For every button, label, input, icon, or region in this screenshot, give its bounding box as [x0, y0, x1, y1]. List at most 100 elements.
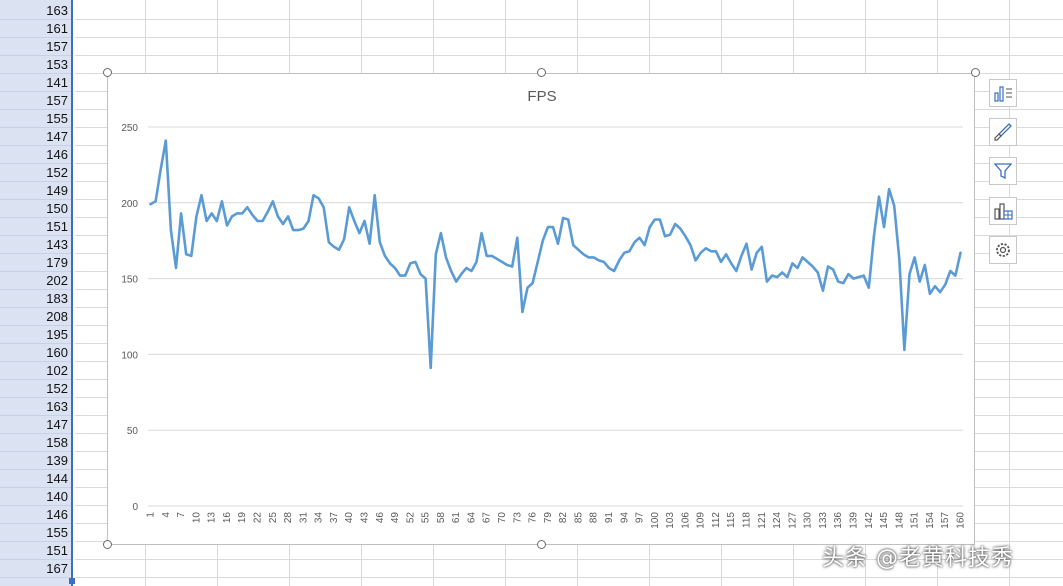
x-tick-label: 34 — [314, 512, 325, 524]
fps-line-chart[interactable]: FPS 0 50 100 150 200 250 1 4 7 10 13 16 19 22 25 28 31 34… — [107, 73, 975, 545]
x-tick-label: 22 — [253, 512, 264, 524]
x-tick-label: 73 — [512, 512, 523, 524]
x-tick-label: 67 — [482, 512, 493, 524]
chart-styles-button[interactable] — [989, 118, 1017, 146]
column-a-cell[interactable]: 155 — [0, 524, 71, 542]
x-tick-label: 160 — [955, 512, 966, 529]
chart-settings-button[interactable] — [989, 236, 1017, 264]
x-tick-label: 37 — [329, 512, 340, 524]
x-tick-label: 43 — [359, 512, 370, 524]
chart-elements-button[interactable] — [989, 79, 1017, 107]
x-tick-label: 100 — [650, 512, 661, 529]
grid-row-line — [75, 19, 1063, 20]
x-tick-label: 91 — [604, 512, 615, 524]
column-a-cell[interactable]: 151 — [0, 218, 71, 236]
x-tick-label: 49 — [390, 512, 401, 524]
resize-handle-bottom-left[interactable] — [103, 540, 112, 549]
column-a-cell[interactable]: 158 — [0, 434, 71, 452]
column-a-cell[interactable]: 152 — [0, 164, 71, 182]
chart-filters-funnel-icon — [993, 163, 1013, 180]
column-a-cell[interactable]: 144 — [0, 470, 71, 488]
column-a-cell[interactable]: 208 — [0, 308, 71, 326]
x-tick-label: 130 — [803, 512, 814, 529]
column-a-cell[interactable]: 155 — [0, 110, 71, 128]
x-tick-label: 13 — [207, 512, 218, 524]
column-a-cell[interactable]: 143 — [0, 236, 71, 254]
y-tick-label: 200 — [121, 199, 138, 210]
column-a-cell[interactable]: 157 — [0, 92, 71, 110]
column-a-cell[interactable]: 147 — [0, 128, 71, 146]
grid-row-line — [75, 577, 1063, 578]
column-a-cell[interactable]: 146 — [0, 146, 71, 164]
column-a-cell[interactable]: 152 — [0, 380, 71, 398]
x-tick-label: 142 — [864, 512, 875, 529]
resize-handle-top-right[interactable] — [971, 68, 980, 77]
column-a-cell[interactable]: 157 — [0, 38, 71, 56]
x-tick-label: 46 — [375, 512, 386, 524]
x-tick-label: 121 — [757, 512, 768, 529]
y-tick-label: 150 — [121, 275, 138, 286]
column-a-cell[interactable]: 141 — [0, 74, 71, 92]
column-a-cell[interactable]: 183 — [0, 290, 71, 308]
grid-row-line — [75, 37, 1063, 38]
settings-gear-icon — [996, 243, 1010, 257]
x-tick-label: 136 — [833, 512, 844, 529]
column-a-cell[interactable]: 195 — [0, 326, 71, 344]
column-a-cell[interactable]: 140 — [0, 488, 71, 506]
chart-layout-icon — [994, 203, 1013, 220]
x-tick-label: 106 — [680, 512, 691, 529]
chart-title[interactable]: FPS — [527, 88, 557, 105]
column-a-cell[interactable]: 149 — [0, 182, 71, 200]
x-tick-label: 94 — [619, 512, 630, 524]
column-a-cell[interactable]: 160 — [0, 344, 71, 362]
column-a-cell[interactable]: 150 — [0, 200, 71, 218]
column-a-cell[interactable]: 163 — [0, 398, 71, 416]
x-tick-label: 139 — [848, 512, 859, 529]
x-tick-label: 28 — [283, 512, 294, 524]
x-tick-label: 82 — [558, 512, 569, 524]
y-tick-label: 50 — [127, 426, 139, 437]
watermark-text: 头条 @老黄科技秀 — [822, 546, 1014, 571]
grid-row-line — [75, 55, 1063, 56]
resize-handle-top-center[interactable] — [537, 68, 546, 77]
resize-handle-bottom-center[interactable] — [537, 540, 546, 549]
x-tick-label: 76 — [528, 512, 539, 524]
x-tick-label: 154 — [925, 512, 936, 529]
chart-layout-button[interactable] — [989, 197, 1017, 225]
chart-filters-button[interactable] — [989, 157, 1017, 185]
x-tick-label: 40 — [344, 512, 355, 524]
column-a-cell[interactable]: 161 — [0, 20, 71, 38]
x-tick-label: 109 — [696, 512, 707, 529]
column-a-cell[interactable]: 139 — [0, 452, 71, 470]
column-a-cell[interactable]: 146 — [0, 506, 71, 524]
column-a-cell[interactable]: 202 — [0, 272, 71, 290]
x-tick-label: 25 — [268, 512, 279, 524]
column-a-cell[interactable]: 147 — [0, 416, 71, 434]
series-line-fps — [149, 139, 962, 370]
x-tick-label: 4 — [161, 512, 172, 518]
column-a-cell[interactable]: 167 — [0, 560, 71, 578]
x-tick-label: 1 — [146, 512, 157, 518]
x-tick-label: 124 — [772, 512, 783, 529]
x-tick-label: 112 — [711, 512, 722, 528]
x-tick-label: 85 — [573, 512, 584, 524]
column-a-cell[interactable]: 153 — [0, 56, 71, 74]
column-a-cell[interactable]: 163 — [0, 2, 71, 20]
column-a-cell[interactable]: 102 — [0, 362, 71, 380]
chart-styles-brush-icon — [994, 123, 1012, 141]
x-tick-label: 127 — [787, 512, 798, 529]
column-a-cell[interactable]: 151 — [0, 542, 71, 560]
x-tick-label: 115 — [726, 512, 737, 528]
x-tick-label: 151 — [910, 512, 921, 529]
x-tick-label: 58 — [436, 512, 447, 524]
x-tick-label: 79 — [543, 512, 554, 524]
resize-handle-top-left[interactable] — [103, 68, 112, 77]
column-a-cell[interactable]: 179 — [0, 254, 71, 272]
x-tick-label: 64 — [466, 512, 477, 524]
chart-plot-area: 0 50 100 150 200 250 1 4 7 10 13 16 19 22 25 28 31 34 37 40… — [121, 123, 966, 529]
selected-column-a[interactable]: 163 161 157 153 141 157 155 147 146 152 149 150 151 1… — [0, 0, 73, 586]
y-tick-label: 0 — [132, 502, 138, 513]
x-tick-label: 19 — [237, 512, 248, 524]
selection-fill-handle[interactable] — [69, 578, 75, 584]
x-tick-label: 52 — [405, 512, 416, 524]
